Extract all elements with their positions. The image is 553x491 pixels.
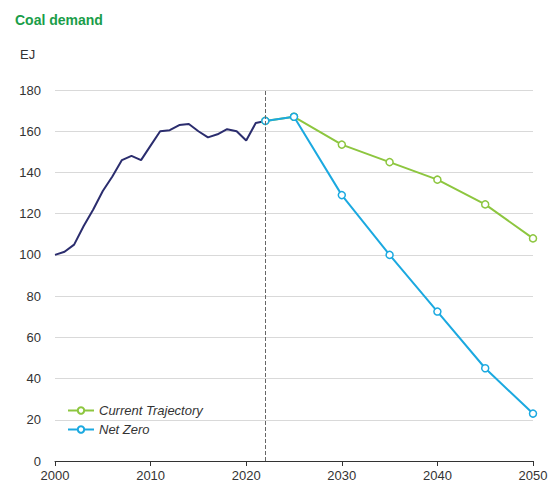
svg-text:80: 80: [27, 289, 41, 304]
svg-text:100: 100: [19, 247, 41, 262]
svg-text:Net Zero: Net Zero: [99, 422, 150, 437]
svg-text:0: 0: [34, 454, 41, 469]
svg-text:2000: 2000: [41, 468, 70, 483]
svg-text:2040: 2040: [423, 468, 452, 483]
svg-text:EJ: EJ: [20, 47, 35, 62]
svg-text:Coal demand: Coal demand: [15, 12, 103, 28]
svg-text:2050: 2050: [519, 468, 548, 483]
svg-text:40: 40: [27, 371, 41, 386]
svg-text:2010: 2010: [136, 468, 165, 483]
svg-text:2030: 2030: [327, 468, 356, 483]
svg-text:140: 140: [19, 165, 41, 180]
svg-text:180: 180: [19, 83, 41, 98]
svg-text:160: 160: [19, 124, 41, 139]
svg-text:20: 20: [27, 412, 41, 427]
svg-text:2020: 2020: [232, 468, 261, 483]
svg-text:60: 60: [27, 330, 41, 345]
svg-text:120: 120: [19, 206, 41, 221]
svg-text:Current Trajectory: Current Trajectory: [99, 403, 204, 418]
